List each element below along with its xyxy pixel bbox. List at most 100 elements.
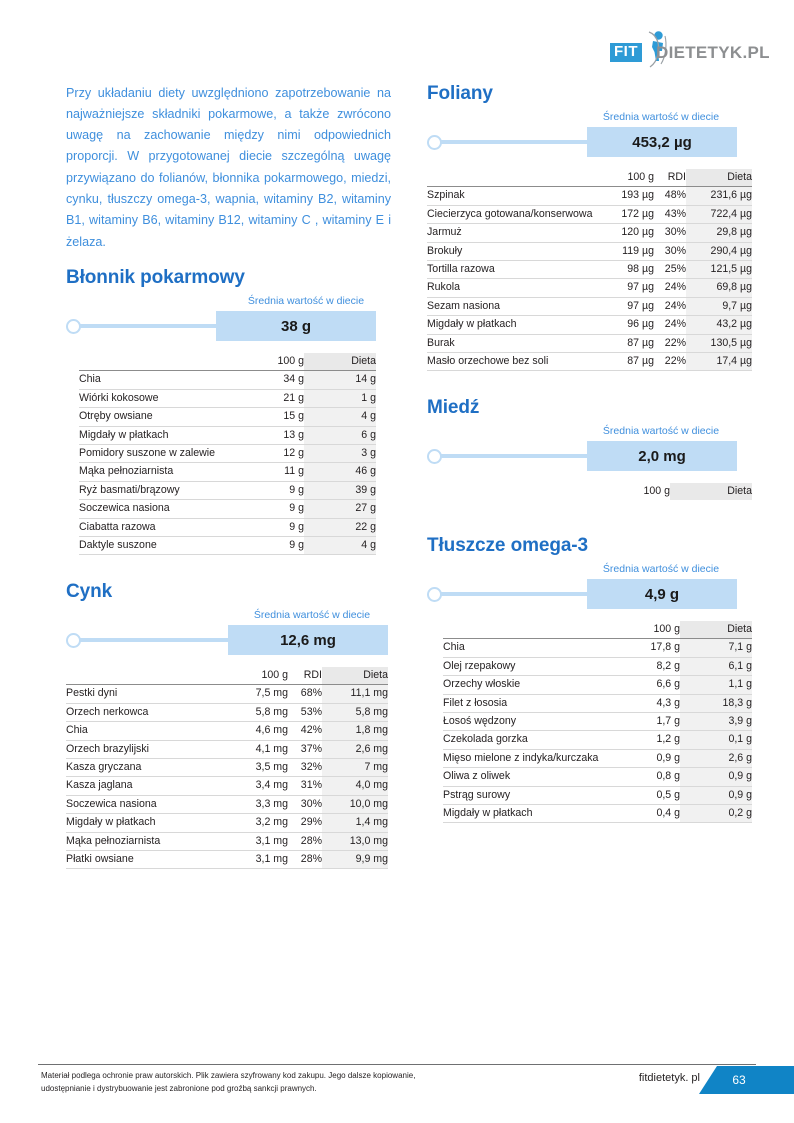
col-header-name xyxy=(427,169,602,187)
cell-food-name: Chia xyxy=(79,373,101,386)
gauge-track xyxy=(435,592,737,596)
cell-diet: 121,5 µg xyxy=(686,260,752,279)
table-header-row: 100 g Dieta xyxy=(443,621,752,639)
col-header-100g: 100 g xyxy=(653,623,680,635)
table-row: Oliwa z oliwek 0,8 g 0,9 g xyxy=(443,767,752,787)
cell-diet: 7 mg xyxy=(322,758,388,777)
cell-food-name: Pstrąg surowy xyxy=(443,788,511,801)
table-row: Soczewica nasiona 3,3 mg 30% 10,0 mg xyxy=(66,795,388,814)
footer-site-name: fitdietetyk. pl xyxy=(638,1072,700,1084)
cell-food-name: Soczewica nasiona xyxy=(66,797,157,810)
gauge-knob[interactable] xyxy=(427,135,442,150)
cell-per100: 0,4 g xyxy=(656,807,680,820)
gauge-value-blonnik: 38 g xyxy=(216,311,376,341)
table-row: Orzech brazylijski 4,1 mg 37% 2,6 mg xyxy=(66,740,388,759)
cell-per100: 5,8 mg xyxy=(255,705,288,718)
cell-rdi: 22% xyxy=(664,355,686,368)
cell-per100: 3,5 mg xyxy=(255,761,288,774)
gauge-knob[interactable] xyxy=(66,633,81,648)
table-miedz: 100 g Dieta xyxy=(427,483,752,501)
gauge-knob[interactable] xyxy=(427,587,442,602)
cell-rdi: 53% xyxy=(300,705,322,718)
table-row: Mąka pełnoziarnista 11 g 46 g xyxy=(79,462,376,482)
cell-food-name: Otręby owsiane xyxy=(79,410,153,423)
footer-page-badge xyxy=(699,1066,794,1094)
cell-food-name: Soczewica nasiona xyxy=(79,502,170,515)
table-row: Filet z łososia 4,3 g 18,3 g xyxy=(443,694,752,713)
cell-food-name: Pestki dyni xyxy=(66,687,118,700)
brand-logo: FIT DIETETYK.PL xyxy=(608,30,770,70)
cell-rdi: 24% xyxy=(664,281,686,294)
cell-per100: 1,2 g xyxy=(656,733,680,746)
col-header-name xyxy=(79,353,242,371)
cell-rdi: 37% xyxy=(300,742,322,755)
cell-per100: 12 g xyxy=(283,447,304,460)
col-header-diet: Dieta xyxy=(680,621,752,639)
section-title-blonnik: Błonnik pokarmowy xyxy=(66,267,245,288)
col-header-100g: 100 g xyxy=(277,355,304,367)
cell-rdi: 24% xyxy=(664,318,686,331)
avg-label-foliany: Średnia wartość w diecie xyxy=(602,111,720,123)
cell-food-name: Tortilla razowa xyxy=(427,263,495,276)
cell-per100: 3,3 mg xyxy=(255,797,288,810)
gauge-cynk: 12,6 mg xyxy=(66,625,388,655)
cell-per100: 8,2 g xyxy=(656,659,680,672)
table-row: Pstrąg surowy 0,5 g 0,9 g xyxy=(443,786,752,805)
cell-rdi: 28% xyxy=(300,834,322,847)
col-header-name xyxy=(427,483,618,500)
table-row: Burak 87 µg 22% 130,5 µg xyxy=(427,334,752,353)
section-omega3: Tłuszcze omega-3 Średnia wartość w dieci… xyxy=(427,534,752,823)
cell-diet: 722,4 µg xyxy=(686,205,752,224)
cell-diet: 231,6 µg xyxy=(686,186,752,206)
table-row: Migdały w płatkach 0,4 g 0,2 g xyxy=(443,804,752,823)
avg-label-cynk: Średnia wartość w diecie xyxy=(253,609,371,621)
cell-diet: 2,6 g xyxy=(680,749,752,768)
gauge-track xyxy=(435,454,737,458)
table-row: Ryż basmati/brązowy 9 g 39 g xyxy=(79,481,376,500)
col-header-diet: Dieta xyxy=(686,169,752,187)
cell-food-name: Filet z łososia xyxy=(443,696,508,709)
gauge-foliany: 453,2 µg xyxy=(427,127,737,157)
cell-food-name: Burak xyxy=(427,336,455,349)
cell-diet: 39 g xyxy=(304,481,376,500)
table-row: Masło orzechowe bez soli 87 µg 22% 17,4 µg xyxy=(427,352,752,371)
cell-per100: 87 µg xyxy=(627,355,654,368)
cell-food-name: Orzech brazylijski xyxy=(66,742,150,755)
cell-rdi: 30% xyxy=(664,244,686,257)
cell-diet: 1 g xyxy=(304,389,376,408)
gauge-value-foliany: 453,2 µg xyxy=(587,127,737,157)
table-row: Chia 17,8 g 7,1 g xyxy=(443,638,752,658)
table-omega3: 100 g Dieta Chia 17,8 g 7,1 g Olej rzepakow… xyxy=(443,621,752,823)
table-row: Kasza jaglana 3,4 mg 31% 4,0 mg xyxy=(66,776,388,796)
cell-diet: 0,1 g xyxy=(680,730,752,750)
cell-diet: 43,2 µg xyxy=(686,315,752,335)
table-row: Sezam nasiona 97 µg 24% 9,7 µg xyxy=(427,297,752,316)
cell-per100: 21 g xyxy=(283,391,304,404)
table-foliany: 100 g RDI Dieta Szpinak 193 µg 48% 231,6 µg… xyxy=(427,169,752,371)
footer-divider xyxy=(38,1064,756,1065)
table-row: Czekolada gorzka 1,2 g 0,1 g xyxy=(443,730,752,750)
cell-per100: 17,8 g xyxy=(650,641,680,654)
gauge-knob[interactable] xyxy=(427,449,442,464)
table-row: Mięso mielone z indyka/kurczaka 0,9 g 2,6 … xyxy=(443,749,752,768)
table-row: Migdały w płatkach 96 µg 24% 43,2 µg xyxy=(427,315,752,335)
cell-rdi: 30% xyxy=(664,226,686,239)
cell-food-name: Rukola xyxy=(427,281,460,294)
cell-diet: 4,0 mg xyxy=(322,776,388,796)
cell-food-name: Pomidory suszone w zalewie xyxy=(79,447,216,460)
table-body-foliany: Szpinak 193 µg 48% 231,6 µg Ciecierzyca goto… xyxy=(427,186,752,371)
cell-per100: 3,2 mg xyxy=(255,816,288,829)
cell-per100: 119 µg xyxy=(622,244,654,257)
cell-per100: 0,9 g xyxy=(656,751,680,764)
cell-diet: 290,4 µg xyxy=(686,242,752,261)
gauge-omega3: 4,9 g xyxy=(427,579,737,609)
cell-diet: 6,1 g xyxy=(680,657,752,676)
cell-rdi: 43% xyxy=(664,207,686,220)
gauge-knob[interactable] xyxy=(66,319,81,334)
cell-per100: 7,5 mg xyxy=(255,687,288,700)
cell-per100: 4,3 g xyxy=(656,696,680,709)
cell-food-name: Łosoś wędzony xyxy=(443,715,517,728)
cell-per100: 97 µg xyxy=(627,281,654,294)
col-header-100g: 100 g xyxy=(643,485,670,497)
